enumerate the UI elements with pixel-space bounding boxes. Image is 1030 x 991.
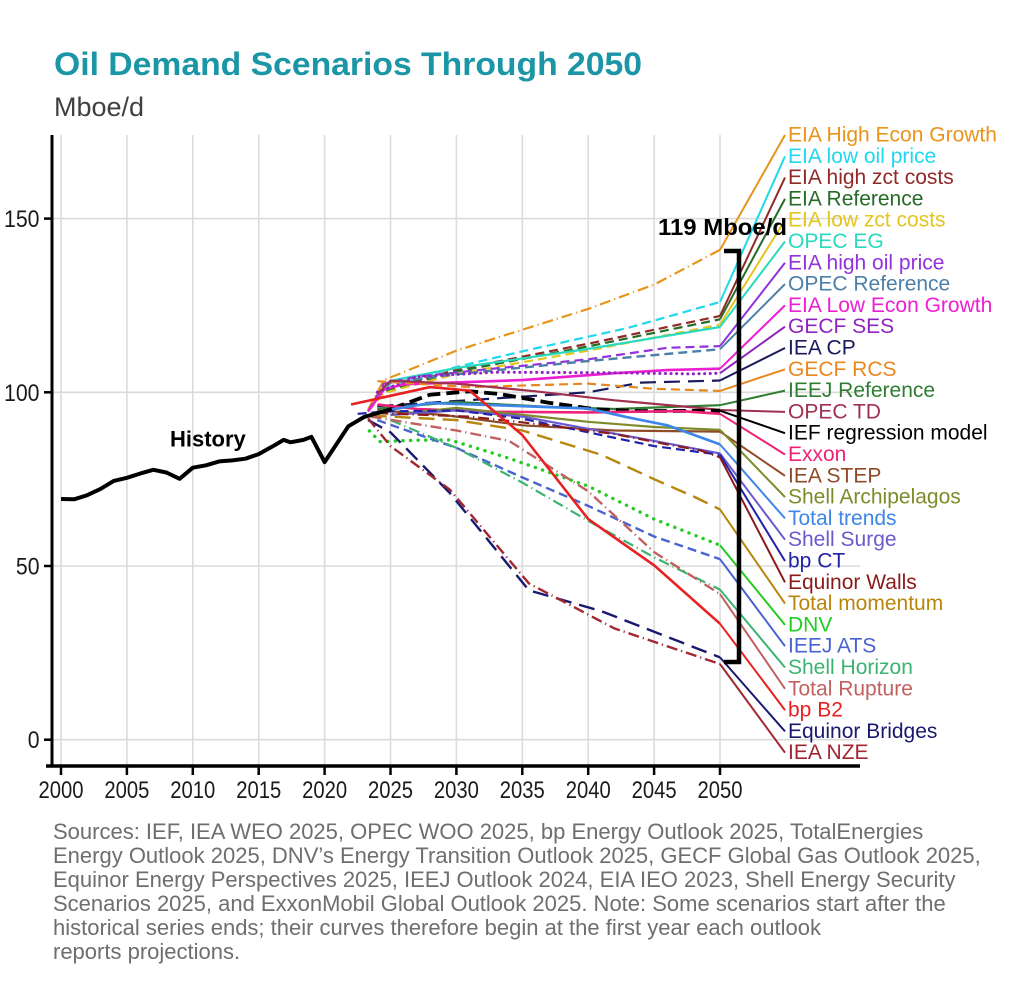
svg-text:50: 50: [16, 554, 40, 581]
svg-text:IEEJ Reference: IEEJ Reference: [788, 379, 935, 402]
svg-text:Shell Archipelagos: Shell Archipelagos: [788, 486, 961, 509]
svg-text:Equinor Energy Perspectives 20: Equinor Energy Perspectives 2025, IEEJ O…: [53, 867, 956, 892]
svg-text:Exxon: Exxon: [788, 443, 846, 466]
svg-text:2015: 2015: [236, 777, 281, 804]
svg-text:EIA Low Econ Growth: EIA Low Econ Growth: [788, 294, 992, 317]
svg-text:EIA low oil price: EIA low oil price: [788, 145, 936, 168]
svg-text:Equinor Walls: Equinor Walls: [788, 571, 917, 594]
svg-text:2040: 2040: [566, 777, 611, 804]
svg-text:OPEC EG: OPEC EG: [788, 230, 884, 253]
svg-text:2030: 2030: [434, 777, 479, 804]
svg-text:2005: 2005: [104, 777, 149, 804]
svg-text:IEF regression model: IEF regression model: [788, 422, 988, 445]
svg-text:bp CT: bp CT: [788, 550, 845, 573]
svg-text:EIA low zct costs: EIA low zct costs: [788, 209, 946, 232]
svg-text:2025: 2025: [368, 777, 413, 804]
svg-text:Equinor Bridges: Equinor Bridges: [788, 720, 937, 743]
svg-text:Total trends: Total trends: [788, 507, 897, 530]
svg-text:IEEJ ATS: IEEJ ATS: [788, 635, 876, 658]
svg-text:EIA high zct costs: EIA high zct costs: [788, 166, 954, 189]
svg-text:2035: 2035: [500, 777, 545, 804]
svg-text:Shell Surge: Shell Surge: [788, 528, 897, 551]
svg-text:150: 150: [4, 206, 40, 233]
svg-text:2010: 2010: [170, 777, 215, 804]
svg-text:2045: 2045: [632, 777, 677, 804]
svg-text:Oil Demand Scenarios Through 2: Oil Demand Scenarios Through 2050: [54, 46, 642, 82]
svg-text:reports projections.: reports projections.: [53, 939, 240, 964]
svg-text:EIA high oil price: EIA high oil price: [788, 251, 944, 274]
svg-text:100: 100: [4, 380, 40, 407]
svg-text:IEA CP: IEA CP: [788, 337, 856, 360]
svg-text:Mboe/d: Mboe/d: [54, 92, 144, 122]
svg-text:OPEC TD: OPEC TD: [788, 400, 881, 423]
svg-text:Scenarios 2025, and ExxonMobil: Scenarios 2025, and ExxonMobil Global Ou…: [53, 891, 946, 916]
svg-text:DNV: DNV: [788, 613, 832, 636]
svg-text:119 Mboe/d: 119 Mboe/d: [658, 214, 787, 240]
svg-text:Sources: IEF, IEA WEO 2025, OP: Sources: IEF, IEA WEO 2025, OPEC WOO 202…: [53, 819, 923, 844]
svg-text:OPEC Reference: OPEC Reference: [788, 273, 950, 296]
svg-text:History: History: [170, 427, 247, 452]
svg-text:2000: 2000: [39, 777, 84, 804]
svg-text:0: 0: [28, 727, 40, 754]
svg-text:GECF SES: GECF SES: [788, 315, 894, 338]
svg-text:Total momentum: Total momentum: [788, 592, 943, 615]
svg-text:IEA STEP: IEA STEP: [788, 464, 881, 487]
svg-text:EIA High Econ Growth: EIA High Econ Growth: [788, 124, 997, 147]
svg-text:Shell Horizon: Shell Horizon: [788, 656, 913, 679]
svg-text:bp B2: bp B2: [788, 699, 843, 722]
svg-text:Energy Outlook 2025, DNV’s Ene: Energy Outlook 2025, DNV’s Energy Transi…: [53, 843, 981, 868]
svg-text:2050: 2050: [698, 777, 743, 804]
svg-text:2020: 2020: [302, 777, 347, 804]
svg-text:Total Rupture: Total Rupture: [788, 677, 913, 700]
svg-text:IEA NZE: IEA NZE: [788, 741, 869, 764]
svg-text:EIA Reference: EIA Reference: [788, 187, 923, 210]
svg-text:historical series ends; their: historical series ends; their curves the…: [53, 915, 822, 940]
svg-text:GECF RCS: GECF RCS: [788, 358, 897, 381]
